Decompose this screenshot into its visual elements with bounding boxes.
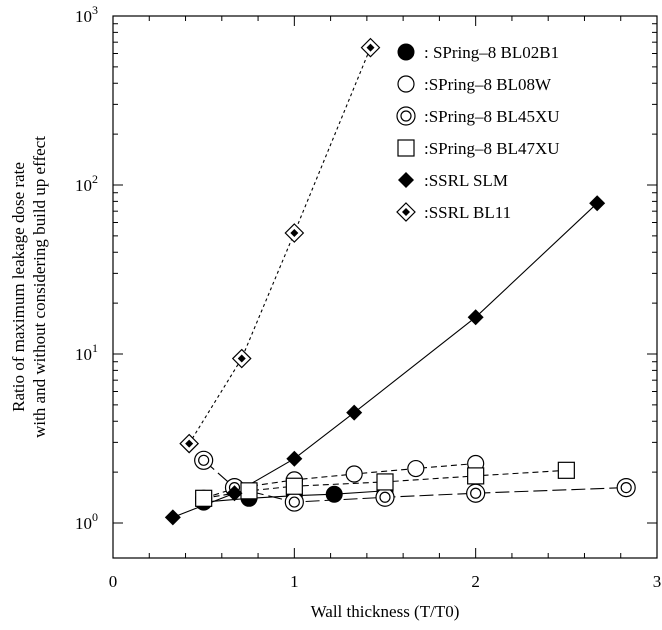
data-point bbox=[284, 223, 305, 243]
data-point bbox=[345, 465, 363, 483]
data-point bbox=[616, 477, 636, 498]
marker-inner-ring bbox=[288, 496, 300, 508]
y-axis-label-line-1: Ratio of maximum leakage dose rate bbox=[9, 162, 28, 412]
marker-inner-ring bbox=[400, 110, 412, 122]
data-point bbox=[466, 483, 486, 503]
y-tick-label: 101 bbox=[75, 341, 98, 364]
legend-marker bbox=[396, 106, 416, 126]
series-line bbox=[203, 462, 476, 499]
data-point bbox=[346, 404, 363, 421]
x-tick-label: 0 bbox=[109, 572, 118, 591]
x-tick-label: 2 bbox=[471, 572, 480, 591]
data-point bbox=[194, 450, 214, 470]
x-axis-label: Wall thickness (T/T0) bbox=[311, 602, 460, 621]
legend-label: :SSRL BL11 bbox=[424, 203, 511, 222]
data-point bbox=[467, 309, 484, 326]
data-point bbox=[195, 489, 213, 507]
data-point bbox=[284, 492, 304, 512]
data-point bbox=[325, 485, 343, 503]
y-tick-label: 102 bbox=[75, 172, 98, 195]
series-line bbox=[203, 459, 627, 503]
legend-label: :SPring–8 BL45XU bbox=[424, 107, 560, 126]
marker-center bbox=[290, 228, 299, 237]
legend-marker bbox=[398, 172, 414, 188]
data-point bbox=[164, 509, 181, 526]
data-point bbox=[231, 348, 252, 369]
data-point bbox=[240, 482, 258, 500]
data-point bbox=[226, 485, 243, 502]
marker-inner-ring bbox=[470, 487, 482, 499]
data-point bbox=[286, 450, 303, 467]
data-point bbox=[179, 433, 200, 454]
marker-center bbox=[185, 439, 194, 448]
legend-label: :SPring–8 BL47XU bbox=[424, 139, 560, 158]
data-point bbox=[376, 473, 394, 491]
legend-marker bbox=[397, 43, 415, 61]
legend: : SPring–8 BL02B1 :SPring–8 BL08W :SPring–… bbox=[396, 43, 560, 222]
legend-label: : SPring–8 BL02B1 bbox=[424, 43, 559, 62]
data-point bbox=[285, 477, 303, 495]
y-tick-label: 103 bbox=[75, 3, 98, 26]
data-point bbox=[407, 459, 425, 478]
marker-center bbox=[237, 354, 246, 363]
legend-marker bbox=[397, 75, 415, 93]
x-tick-label: 1 bbox=[290, 572, 299, 591]
axis-tick-labels: 0 1 2 3 100 101 102 103 bbox=[75, 3, 661, 591]
y-axis-label-line-2: with and without considering build up ef… bbox=[30, 136, 49, 438]
data-point bbox=[589, 195, 606, 212]
data-point bbox=[375, 487, 395, 507]
plot-frame bbox=[112, 15, 658, 559]
marker-center bbox=[402, 208, 410, 216]
legend-label: :SPring–8 BL08W bbox=[424, 75, 552, 94]
x-tick-label: 3 bbox=[653, 572, 662, 591]
axis-ticks bbox=[112, 15, 658, 558]
y-tick-label: 100 bbox=[75, 510, 98, 533]
legend-marker bbox=[396, 202, 416, 222]
data-point bbox=[360, 37, 381, 58]
series-line bbox=[172, 202, 598, 518]
marker-center bbox=[366, 43, 375, 52]
data-point bbox=[467, 467, 485, 485]
marker-inner-ring bbox=[379, 491, 391, 503]
legend-marker bbox=[397, 139, 415, 157]
marker-inner-ring bbox=[198, 454, 210, 466]
series-line bbox=[188, 47, 372, 444]
series-points bbox=[164, 37, 636, 526]
data-point bbox=[557, 461, 575, 479]
marker-inner-ring bbox=[620, 481, 632, 494]
legend-label: :SSRL SLM bbox=[424, 171, 508, 190]
